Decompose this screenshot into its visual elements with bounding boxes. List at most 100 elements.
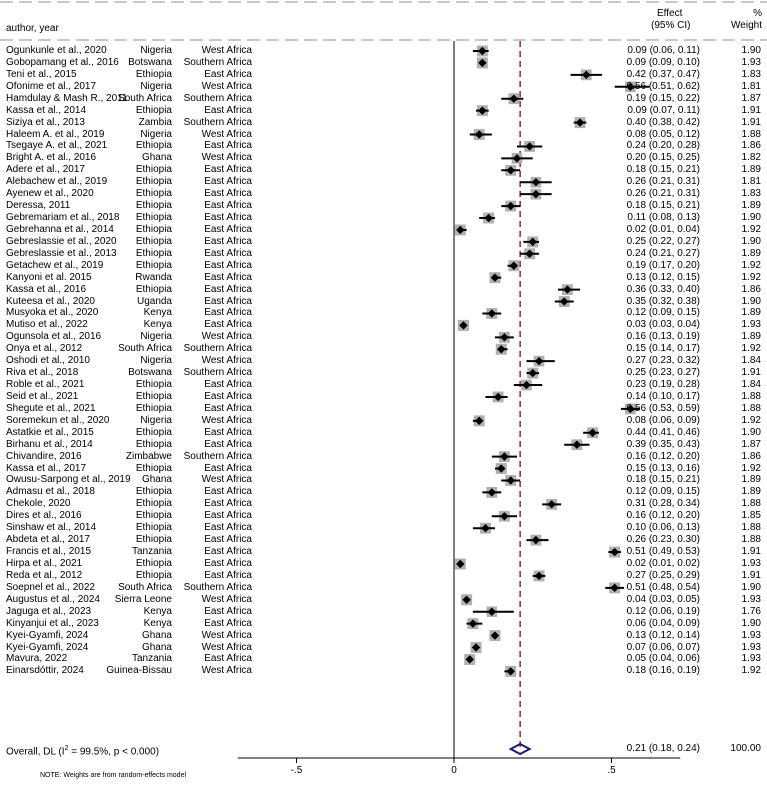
study-region: East Africa	[204, 390, 252, 402]
study-country: Kenya	[143, 319, 172, 331]
study-weight: 1.85	[741, 510, 761, 522]
point-estimate	[490, 273, 500, 282]
study-ci-text: 0.25 (0.23, 0.27)	[626, 367, 700, 379]
study-author: Gebrehanna et al., 2014	[6, 223, 114, 235]
study-weight: 1.90	[741, 581, 761, 593]
footnote: NOTE: Weights are from random-effects mo…	[40, 772, 187, 779]
study-country: Sierra Leone	[114, 593, 172, 605]
study-region: East Africa	[204, 164, 252, 176]
point-estimate	[465, 655, 474, 664]
study-region: East Africa	[204, 557, 252, 569]
point-estimate	[462, 595, 471, 604]
study-ci-text: 0.40 (0.38, 0.42)	[626, 116, 700, 128]
study-region: East Africa	[204, 426, 252, 438]
study-author: Deressa, 2011	[6, 200, 71, 212]
study-region: East Africa	[204, 569, 252, 581]
point-estimate	[534, 356, 544, 366]
study-weight: 1.89	[741, 247, 761, 259]
study-region: East Africa	[204, 271, 252, 283]
study-weight: 1.93	[741, 629, 761, 641]
study-region: East Africa	[204, 605, 252, 617]
study-weight: 1.88	[741, 522, 761, 534]
study-weight: 1.84	[741, 379, 761, 391]
study-weight: 1.83	[741, 68, 761, 80]
study-author: Kuteesa et al., 2020	[6, 295, 95, 307]
study-author: Gebreslassie et al., 2013	[6, 247, 117, 259]
study-country: Uganda	[136, 295, 172, 307]
study-ci-text: 0.07 (0.06, 0.07)	[626, 641, 700, 653]
study-country: Ethiopia	[135, 104, 172, 116]
study-ci-text: 0.27 (0.23, 0.32)	[626, 355, 700, 367]
study-weight: 1.89	[741, 164, 761, 176]
study-country: South Africa	[118, 343, 172, 355]
study-weight: 1.92	[741, 665, 761, 677]
study-region: West Africa	[201, 641, 252, 653]
study-ci-text: 0.26 (0.21, 0.31)	[626, 188, 700, 200]
point-estimate	[626, 404, 635, 414]
study-author: Shegute et al., 2021	[6, 402, 96, 414]
header-effect: Effect	[657, 8, 683, 19]
study-weight: 1.88	[741, 534, 761, 546]
study-author: Birhanu et al., 2014	[6, 438, 93, 450]
study-author: Tsegaye A. et al., 2021	[6, 140, 108, 152]
study-ci-text: 0.31 (0.28, 0.34)	[626, 498, 700, 510]
study-ci-text: 0.20 (0.15, 0.25)	[626, 152, 700, 164]
study-weight: 1.87	[741, 92, 761, 104]
study-region: East Africa	[204, 379, 252, 391]
study-country: Ethiopia	[135, 498, 172, 510]
point-estimate	[534, 571, 544, 581]
study-weight: 1.88	[741, 390, 761, 402]
study-weight: 1.91	[741, 104, 761, 116]
study-author: Roble et al., 2021	[6, 379, 85, 391]
study-country: Zimbabwe	[125, 450, 172, 462]
study-ci-text: 0.13 (0.12, 0.15)	[626, 271, 700, 283]
study-weight: 1.89	[741, 200, 761, 212]
study-region: East Africa	[204, 188, 252, 200]
study-country: Ethiopia	[135, 426, 172, 438]
point-estimate	[506, 667, 515, 676]
study-ci-text: 0.05 (0.04, 0.06)	[626, 653, 700, 665]
point-estimate	[459, 321, 468, 330]
study-region: East Africa	[204, 247, 252, 259]
study-weight: 1.92	[741, 259, 761, 271]
study-region: West Africa	[201, 80, 252, 92]
overall-ci: 0.21 (0.18, 0.24)	[626, 743, 700, 754]
study-weight: 1.93	[741, 557, 761, 569]
point-estimate	[500, 333, 509, 342]
point-estimate	[493, 392, 503, 402]
study-region: East Africa	[204, 498, 252, 510]
study-author: Musyoka et al., 2020	[6, 307, 99, 319]
study-ci-text: 0.02 (0.01, 0.04)	[626, 223, 700, 235]
point-estimate	[497, 464, 506, 473]
point-estimate	[531, 178, 541, 187]
study-author: Gebremariam et al., 2018	[6, 212, 120, 224]
study-region: East Africa	[204, 259, 252, 271]
study-country: Ethiopia	[135, 402, 172, 414]
study-author: Gobopamang et al., 2016	[6, 56, 119, 68]
study-ci-text: 0.15 (0.13, 0.16)	[626, 462, 700, 474]
study-country: South Africa	[118, 92, 172, 104]
study-region: East Africa	[204, 438, 252, 450]
study-ci-text: 0.09 (0.06, 0.11)	[627, 45, 700, 56]
study-author: Admasu et al., 2018	[6, 486, 95, 498]
study-weight: 1.93	[741, 56, 761, 68]
study-weight: 1.89	[741, 307, 761, 319]
point-estimate	[500, 452, 509, 461]
study-ci-text: 0.09 (0.07, 0.11)	[627, 104, 700, 116]
x-tick-label: -.5	[290, 765, 303, 776]
study-ci-text: 0.56 (0.51, 0.62)	[626, 80, 700, 92]
study-region: Southern Africa	[183, 56, 252, 68]
point-estimate	[531, 535, 541, 545]
point-estimate	[487, 309, 496, 318]
study-weight: 1.91	[741, 546, 761, 558]
point-estimate	[506, 166, 515, 175]
study-weight: 1.90	[741, 235, 761, 247]
study-country: Ghana	[141, 629, 172, 641]
study-ci-text: 0.16 (0.13, 0.19)	[626, 331, 700, 343]
point-estimate	[478, 58, 487, 68]
study-region: East Africa	[204, 307, 252, 319]
study-ci-text: 0.24 (0.21, 0.27)	[626, 247, 700, 259]
study-weight: 1.93	[741, 319, 761, 331]
point-estimate	[560, 297, 569, 306]
